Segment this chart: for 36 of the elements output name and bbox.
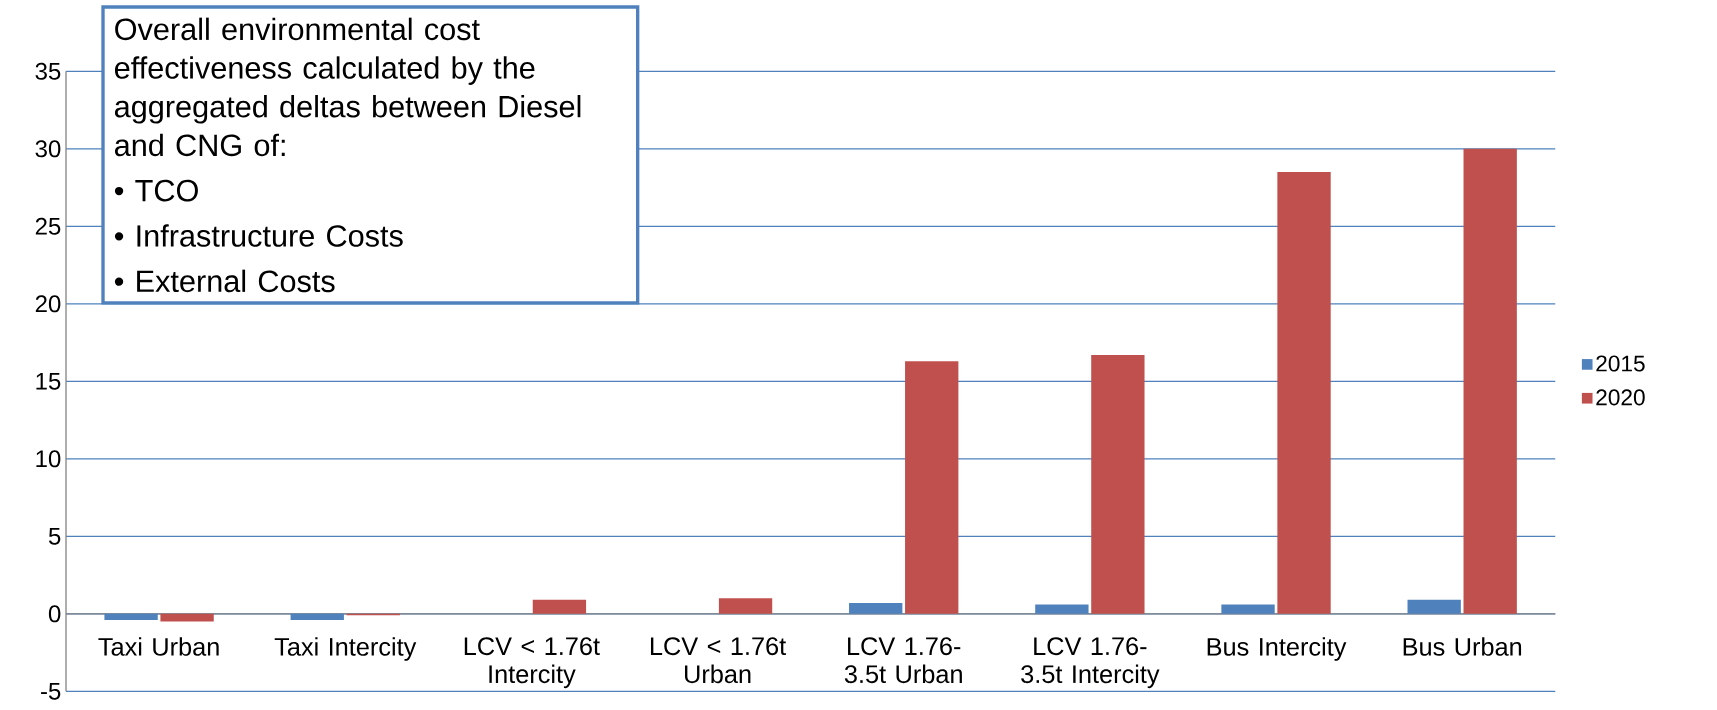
y-tick-label: 35 — [35, 62, 61, 80]
y-tick-label: -5 — [41, 682, 61, 700]
legend-label: 2015 — [1596, 355, 1645, 372]
y-tick-label: 30 — [35, 140, 61, 158]
y-tick-label: 0 — [48, 605, 61, 623]
y-tick-label: 25 — [35, 217, 61, 235]
annotation: Overall environmental cost effectiveness calculated by the aggregated deltas between Diesel and CNG of: — [114, 17, 581, 157]
bar — [290, 613, 344, 621]
bar — [905, 361, 959, 614]
bar — [1035, 604, 1089, 614]
annotation: • External Costs — [114, 269, 335, 293]
bar — [532, 599, 587, 614]
bar — [1463, 148, 1517, 614]
x-tick-label: LCV < 1.76t Intercity — [464, 637, 600, 689]
y-tick-label: 5 — [48, 527, 61, 545]
y-tick-label: 10 — [36, 450, 61, 468]
x-tick-label: LCV 1.76-3.5t Intercity — [1021, 637, 1160, 689]
bar — [1277, 172, 1331, 614]
bar — [1091, 354, 1145, 614]
annotation: • Infrastructure Costs — [114, 224, 403, 247]
x-tick-label: LCV < 1.76t Urban — [650, 637, 786, 684]
annotation: • TCO — [114, 179, 198, 202]
bar — [1407, 599, 1461, 614]
bar — [104, 613, 158, 621]
bar — [718, 598, 773, 614]
bar — [849, 602, 903, 614]
x-tick-label: Taxi Intercity — [274, 637, 417, 661]
x-tick-label: Bus Urban — [1403, 637, 1522, 656]
x-tick-label: Bus Intercity — [1207, 637, 1347, 661]
bar — [1221, 604, 1275, 614]
bar — [160, 613, 214, 622]
y-tick-label: 20 — [35, 295, 61, 313]
y-tick-label: 15 — [36, 372, 61, 390]
x-tick-label: Taxi Urban — [98, 637, 219, 656]
legend-label: 2020 — [1596, 389, 1645, 406]
x-tick-label: LCV 1.76-3.5t Urban — [844, 637, 962, 684]
